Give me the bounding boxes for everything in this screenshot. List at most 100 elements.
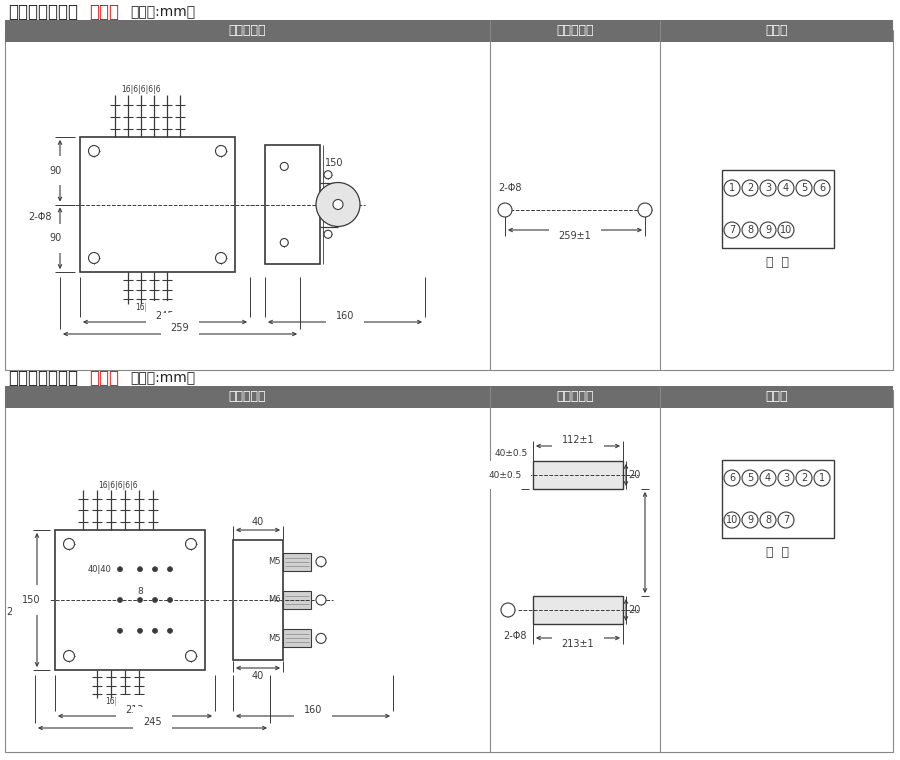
Text: （单位:mm）: （单位:mm） — [130, 371, 195, 385]
Text: 20: 20 — [628, 470, 641, 480]
Text: 6: 6 — [729, 473, 735, 483]
Text: 16|6|6: 16|6|6 — [135, 302, 160, 312]
Circle shape — [742, 222, 758, 238]
Text: 160: 160 — [336, 311, 355, 321]
Text: 安装开孔图: 安装开孔图 — [556, 24, 594, 37]
Circle shape — [138, 567, 142, 572]
Text: 112±1: 112±1 — [562, 435, 594, 445]
Circle shape — [814, 180, 830, 196]
Circle shape — [778, 470, 794, 486]
Circle shape — [88, 252, 100, 264]
Text: 7: 7 — [729, 225, 735, 235]
Text: 1: 1 — [729, 183, 735, 193]
Circle shape — [118, 597, 122, 603]
Bar — [233, 540, 283, 660]
Text: M5: M5 — [268, 557, 281, 566]
Text: 9: 9 — [747, 515, 753, 525]
Text: 外形尺寸图: 外形尺寸图 — [229, 391, 266, 404]
Text: 安装开孔图: 安装开孔图 — [556, 391, 594, 404]
Text: 4: 4 — [765, 473, 771, 483]
Circle shape — [778, 512, 794, 528]
Bar — [533, 596, 623, 624]
Text: 40: 40 — [252, 517, 264, 527]
Text: 2-Φ8: 2-Φ8 — [499, 183, 522, 193]
Text: 10: 10 — [726, 515, 738, 525]
Circle shape — [724, 222, 740, 238]
Text: 245: 245 — [143, 717, 162, 727]
Bar — [55, 530, 205, 670]
Circle shape — [316, 633, 326, 644]
Text: 3: 3 — [783, 473, 789, 483]
Text: 245: 245 — [156, 311, 175, 321]
Circle shape — [778, 180, 794, 196]
Circle shape — [167, 629, 173, 633]
Circle shape — [796, 470, 812, 486]
Text: 后接线: 后接线 — [90, 369, 120, 387]
Bar — [5, 390, 893, 752]
Circle shape — [742, 512, 758, 528]
Text: M6: M6 — [268, 596, 281, 604]
Circle shape — [118, 629, 122, 633]
Text: 2-Φ8: 2-Φ8 — [29, 211, 52, 221]
Text: 端子图: 端子图 — [765, 24, 788, 37]
Bar — [533, 461, 623, 489]
Text: （单位:mm）: （单位:mm） — [130, 5, 195, 19]
Text: 8: 8 — [747, 225, 753, 235]
Text: M5: M5 — [268, 634, 281, 643]
Text: 背  视: 背 视 — [767, 546, 789, 559]
Circle shape — [638, 203, 652, 217]
Text: 16|6|6|6|6: 16|6|6|6|6 — [122, 86, 161, 94]
Text: 2: 2 — [801, 473, 807, 483]
Text: 259±1: 259±1 — [559, 231, 591, 241]
Circle shape — [138, 597, 142, 603]
Text: 150: 150 — [325, 158, 344, 168]
Circle shape — [185, 539, 196, 549]
Text: 两相过流凸出式: 两相过流凸出式 — [8, 3, 78, 21]
Text: 3: 3 — [765, 183, 771, 193]
Text: 5: 5 — [801, 183, 807, 193]
Circle shape — [280, 163, 288, 170]
Circle shape — [501, 603, 515, 617]
Circle shape — [778, 222, 794, 238]
Text: 前接线: 前接线 — [90, 3, 120, 21]
Text: 端子图: 端子图 — [765, 391, 788, 404]
Circle shape — [152, 567, 158, 572]
Circle shape — [185, 651, 196, 661]
Circle shape — [316, 556, 326, 567]
Text: 2: 2 — [747, 183, 753, 193]
Circle shape — [215, 252, 227, 264]
Circle shape — [724, 180, 740, 196]
Bar — [5, 20, 893, 42]
Bar — [283, 629, 311, 648]
Bar — [722, 170, 834, 248]
Circle shape — [64, 651, 75, 661]
Circle shape — [796, 180, 812, 196]
Text: 40±0.5: 40±0.5 — [495, 448, 528, 458]
Bar — [265, 145, 320, 264]
Circle shape — [118, 567, 122, 572]
Circle shape — [742, 470, 758, 486]
Circle shape — [724, 470, 740, 486]
Text: 150: 150 — [22, 595, 40, 605]
Circle shape — [64, 539, 75, 549]
Text: 40|40: 40|40 — [88, 565, 112, 574]
Text: 4: 4 — [783, 183, 789, 193]
Bar — [5, 30, 893, 370]
Text: 外形尺寸图: 外形尺寸图 — [229, 24, 266, 37]
Text: 两相过流凸出式: 两相过流凸出式 — [8, 369, 78, 387]
Text: 16|6|6: 16|6|6 — [105, 698, 130, 707]
Circle shape — [167, 597, 173, 603]
Text: 16|6|6|6|6: 16|6|6|6|6 — [98, 482, 138, 490]
Text: 前  视: 前 视 — [767, 255, 789, 268]
Circle shape — [724, 512, 740, 528]
Text: 8: 8 — [137, 587, 143, 597]
Circle shape — [152, 597, 158, 603]
Circle shape — [152, 629, 158, 633]
Bar — [283, 553, 311, 571]
Text: 213: 213 — [126, 705, 144, 715]
Text: 9: 9 — [765, 225, 771, 235]
Circle shape — [316, 595, 326, 605]
Text: 90: 90 — [49, 166, 61, 176]
Circle shape — [760, 470, 776, 486]
Bar — [80, 137, 235, 272]
